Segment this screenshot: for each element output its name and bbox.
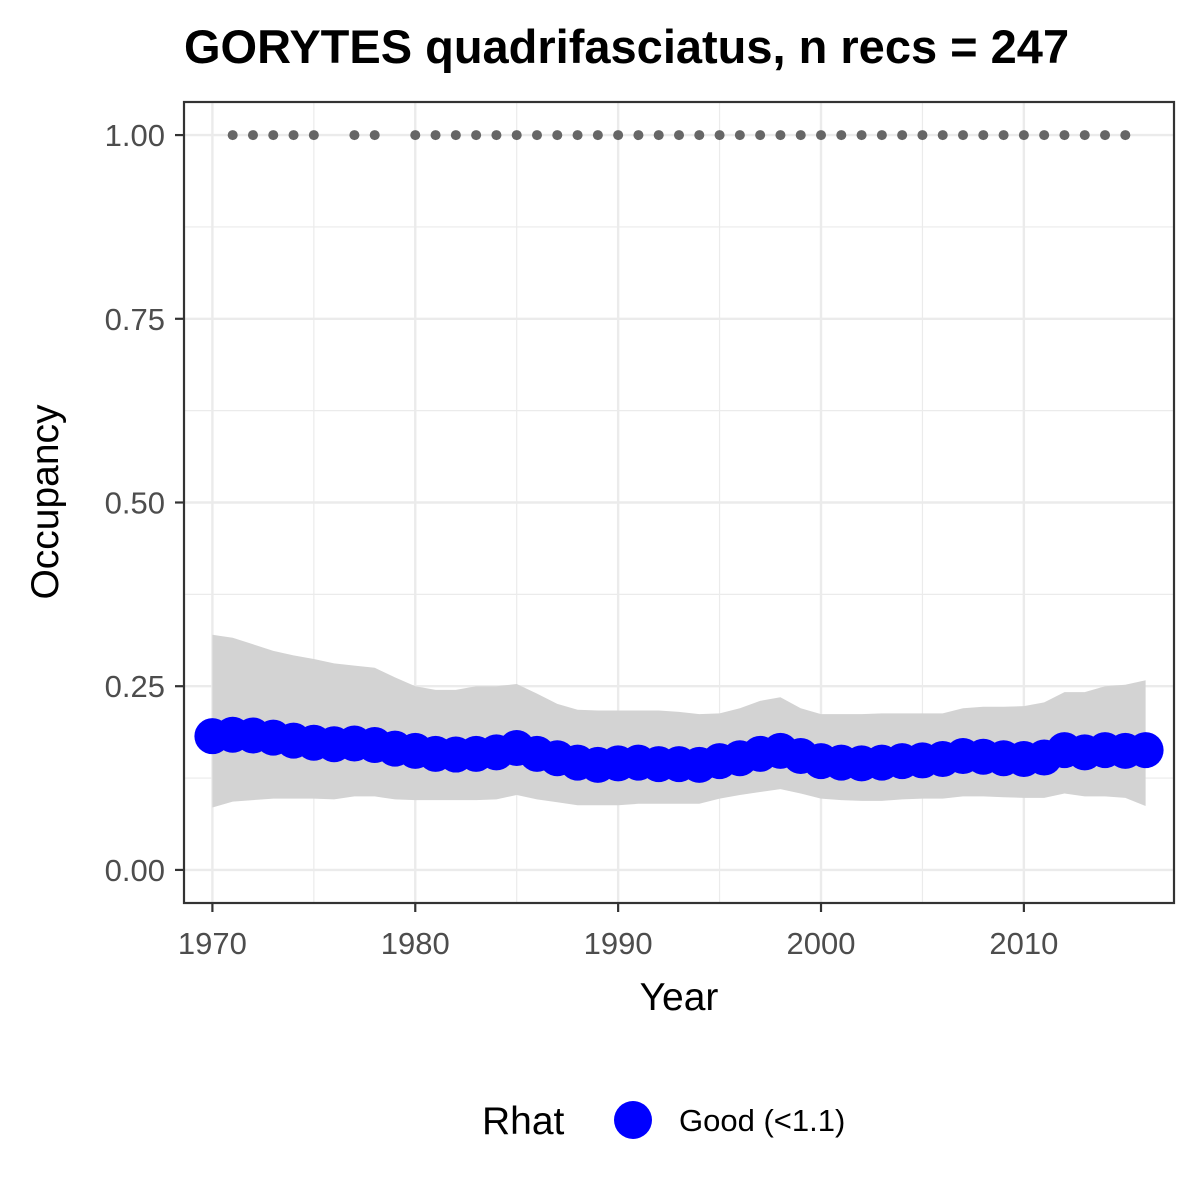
x-axis-title: Year <box>640 976 719 1019</box>
chart-title: GORYTES quadrifasciatus, n recs = 247 <box>184 20 1069 73</box>
record-point <box>836 130 846 140</box>
record-point <box>228 130 238 140</box>
y-axis: 0.00 0.25 0.50 0.75 1.00 <box>105 118 184 888</box>
record-point <box>410 130 420 140</box>
record-point <box>735 130 745 140</box>
record-point <box>349 130 359 140</box>
record-point <box>654 130 664 140</box>
record-point <box>309 130 319 140</box>
record-point <box>593 130 603 140</box>
record-point <box>573 130 583 140</box>
record-point <box>268 130 278 140</box>
record-point <box>1120 130 1130 140</box>
record-point <box>471 130 481 140</box>
y-axis-title: Occupancy <box>24 404 67 600</box>
record-point <box>694 130 704 140</box>
record-point <box>289 130 299 140</box>
record-point <box>1100 130 1110 140</box>
legend: Rhat Good (<1.1) <box>482 1100 845 1143</box>
record-point <box>897 130 907 140</box>
record-point <box>1039 130 1049 140</box>
record-point <box>431 130 441 140</box>
occupancy-point <box>1128 732 1164 768</box>
record-point <box>512 130 522 140</box>
record-point <box>1019 130 1029 140</box>
record-point <box>938 130 948 140</box>
record-point <box>958 130 968 140</box>
legend-key-good <box>614 1101 652 1139</box>
record-point <box>857 130 867 140</box>
record-point <box>796 130 806 140</box>
y-tick-label: 0.00 <box>105 853 165 888</box>
record-point <box>917 130 927 140</box>
y-tick-label: 1.00 <box>105 118 165 153</box>
x-tick-label: 2000 <box>787 926 856 961</box>
record-point <box>816 130 826 140</box>
y-tick-label: 0.25 <box>105 669 165 704</box>
record-point <box>1080 130 1090 140</box>
x-tick-label: 1970 <box>178 926 247 961</box>
record-point <box>633 130 643 140</box>
legend-title: Rhat <box>482 1100 565 1143</box>
record-point <box>674 130 684 140</box>
record-point <box>532 130 542 140</box>
record-point <box>552 130 562 140</box>
record-point <box>451 130 461 140</box>
record-point <box>755 130 765 140</box>
x-tick-label: 2010 <box>989 926 1058 961</box>
y-tick-label: 0.50 <box>105 486 165 521</box>
record-point <box>1059 130 1069 140</box>
record-point <box>248 130 258 140</box>
record-point <box>613 130 623 140</box>
x-tick-label: 1980 <box>381 926 450 961</box>
y-tick-label: 0.75 <box>105 302 165 337</box>
x-axis: 1970 1980 1990 2000 2010 <box>178 903 1058 961</box>
record-point <box>978 130 988 140</box>
record-point <box>775 130 785 140</box>
record-point <box>877 130 887 140</box>
legend-label-good: Good (<1.1) <box>679 1103 845 1138</box>
record-point <box>999 130 1009 140</box>
record-point <box>491 130 501 140</box>
x-tick-label: 1990 <box>584 926 653 961</box>
record-point <box>715 130 725 140</box>
record-point <box>370 130 380 140</box>
